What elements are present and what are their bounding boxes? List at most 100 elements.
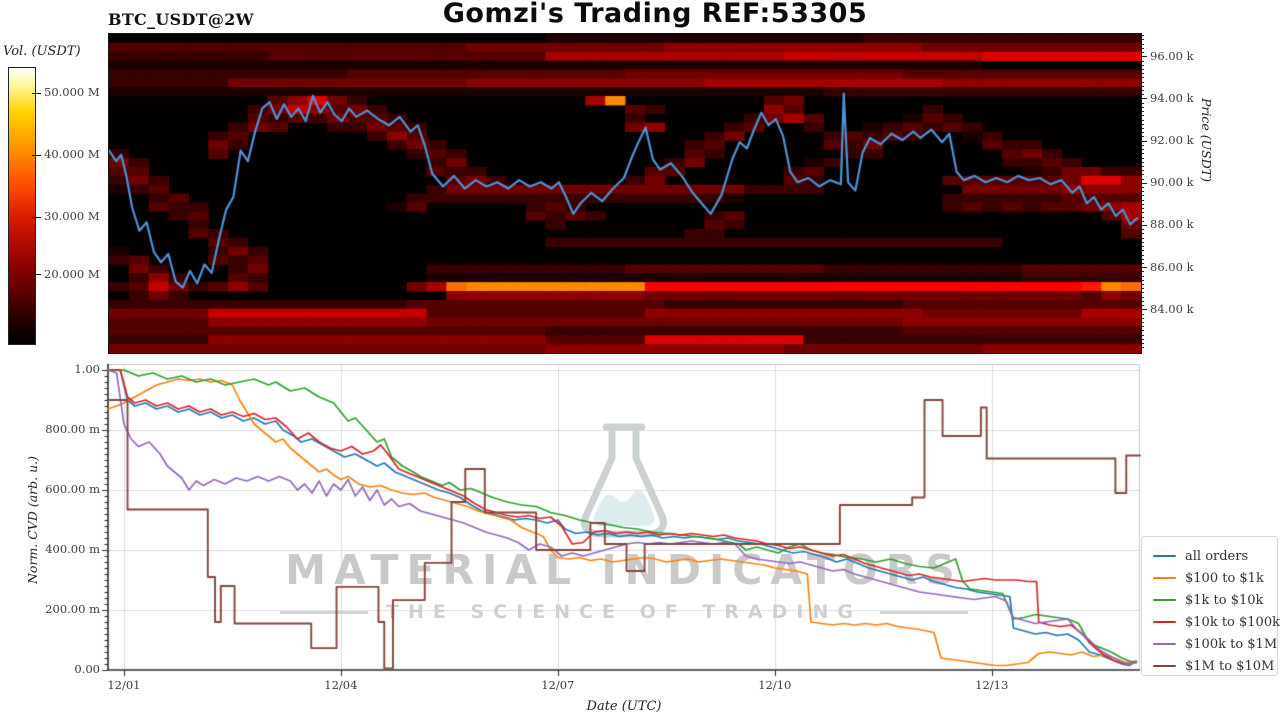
cvd-x-tick-label: 12/13 (975, 678, 1009, 692)
price-minor-tick (1141, 292, 1144, 294)
price-minor-tick (1141, 47, 1144, 49)
price-minor-tick (1141, 165, 1144, 167)
price-tick-label: 96.00 k (1150, 48, 1194, 63)
colorbar-tick-label: 40.000 M (44, 147, 100, 162)
legend-label: $100k to $1M (1185, 636, 1278, 652)
price-minor-tick (1141, 233, 1144, 235)
cvd-y-tick-label: 1.00 (74, 362, 100, 376)
price-minor-tick (1141, 90, 1144, 92)
price-axis-label: Price (USDT) (1199, 98, 1214, 182)
price-minor-tick (1141, 288, 1144, 290)
price-tick-label: 90.00 k (1150, 175, 1194, 190)
cvd-y-tick-label: 400.00 m (45, 542, 100, 556)
colorbar (8, 67, 36, 345)
price-minor-tick (1141, 275, 1144, 277)
price-minor-tick (1141, 81, 1144, 83)
price-minor-tick (1141, 237, 1144, 239)
symbol-label: BTC_USDT@2W (108, 10, 254, 29)
price-minor-tick (1141, 94, 1144, 96)
colorbar-tick-label: 20.000 M (44, 266, 100, 281)
price-minor-tick (1141, 178, 1144, 180)
price-minor-tick (1141, 60, 1144, 62)
price-minor-tick (1141, 321, 1144, 323)
price-minor-tick (1141, 313, 1144, 315)
legend-label: $10k to $100k (1185, 614, 1280, 630)
price-minor-tick (1141, 85, 1144, 87)
price-minor-tick (1141, 250, 1144, 252)
price-minor-tick (1141, 106, 1144, 108)
price-minor-tick (1141, 343, 1144, 345)
legend-item: all orders (1153, 545, 1277, 567)
legend-line-swatch (1153, 642, 1176, 646)
price-minor-tick (1141, 334, 1144, 336)
price-minor-tick (1141, 119, 1144, 121)
colorbar-tick-label: 30.000 M (44, 209, 100, 224)
price-minor-tick (1141, 132, 1144, 134)
price-major-tick (1141, 224, 1147, 226)
cvd-x-tick-label: 12/07 (541, 678, 575, 692)
price-tick-label: 86.00 k (1150, 259, 1194, 274)
price-minor-tick (1141, 246, 1144, 248)
colorbar-tick (32, 154, 41, 156)
price-major-tick (1141, 182, 1147, 184)
legend-item: $100k to $1M (1153, 633, 1277, 655)
price-minor-tick (1141, 64, 1144, 66)
price-major-tick (1141, 56, 1147, 58)
legend-line-swatch (1153, 664, 1176, 668)
price-minor-tick (1141, 123, 1144, 125)
price-minor-tick (1141, 300, 1144, 302)
price-major-tick (1141, 98, 1147, 100)
legend-line-swatch (1153, 598, 1176, 602)
price-major-tick (1141, 309, 1147, 311)
price-minor-tick (1141, 170, 1144, 172)
price-minor-tick (1141, 43, 1144, 45)
price-minor-tick (1141, 262, 1144, 264)
legend-line-swatch (1153, 576, 1176, 580)
price-minor-tick (1141, 187, 1144, 189)
cvd-y-tick-label: 200.00 m (45, 602, 100, 616)
price-minor-tick (1141, 271, 1144, 273)
legend-item: $1k to $10k (1153, 589, 1277, 611)
price-minor-tick (1141, 128, 1144, 129)
legend-line-swatch (1153, 620, 1176, 624)
price-minor-tick (1141, 338, 1144, 340)
price-tick-label: 88.00 k (1150, 217, 1194, 232)
colorbar-tick (32, 92, 41, 94)
price-minor-tick (1141, 220, 1144, 222)
price-minor-tick (1141, 73, 1144, 75)
price-minor-tick (1141, 203, 1144, 205)
price-minor-tick (1141, 157, 1144, 159)
page-title: Gomzi's Trading REF:53305 (442, 0, 868, 29)
price-minor-tick (1141, 52, 1144, 54)
price-tick-label: 94.00 k (1150, 90, 1194, 105)
cvd-y-tick-label: 0.00 (74, 662, 100, 676)
price-minor-tick (1141, 305, 1144, 307)
price-minor-tick (1141, 258, 1144, 260)
legend-item: $100 to $1k (1153, 567, 1277, 589)
cvd-x-tick-label: 12/10 (758, 678, 792, 692)
price-minor-tick (1141, 35, 1144, 37)
price-minor-tick (1141, 347, 1144, 349)
legend-label: $1k to $10k (1185, 592, 1264, 608)
price-minor-tick (1141, 212, 1144, 214)
colorbar-tick (32, 274, 41, 276)
price-minor-tick (1141, 153, 1144, 155)
heatmap-canvas (108, 33, 1142, 354)
price-minor-tick (1141, 136, 1144, 138)
cvd-lines-canvas (96, 358, 1152, 688)
price-minor-tick (1141, 199, 1144, 201)
price-minor-tick (1141, 102, 1144, 104)
price-major-tick (1141, 267, 1147, 269)
price-minor-tick (1141, 317, 1144, 319)
legend-label: all orders (1185, 548, 1249, 564)
legend-label: $1M to $10M (1185, 658, 1275, 674)
price-minor-tick (1141, 68, 1144, 70)
price-minor-tick (1141, 161, 1144, 163)
price-minor-tick (1141, 216, 1144, 218)
price-minor-tick (1141, 149, 1144, 151)
cvd-x-tick-label: 12/04 (324, 678, 358, 692)
price-minor-tick (1141, 39, 1144, 41)
price-minor-tick (1141, 284, 1144, 286)
price-tick-label: 92.00 k (1150, 133, 1194, 148)
